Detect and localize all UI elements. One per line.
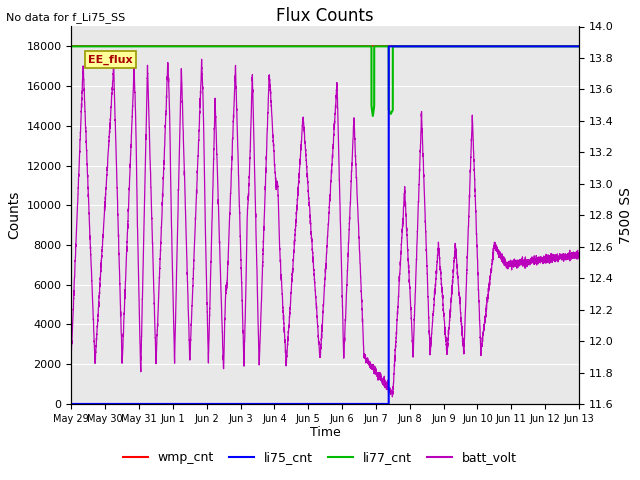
X-axis label: Time: Time <box>310 426 340 440</box>
Legend: wmp_cnt, li75_cnt, li77_cnt, batt_volt: wmp_cnt, li75_cnt, li77_cnt, batt_volt <box>118 446 522 469</box>
Text: EE_flux: EE_flux <box>88 54 133 64</box>
Y-axis label: 7500 SS: 7500 SS <box>619 187 633 244</box>
Text: No data for f_Li75_SS: No data for f_Li75_SS <box>6 12 125 23</box>
Title: Flux Counts: Flux Counts <box>276 7 374 25</box>
Y-axis label: Counts: Counts <box>7 191 21 240</box>
